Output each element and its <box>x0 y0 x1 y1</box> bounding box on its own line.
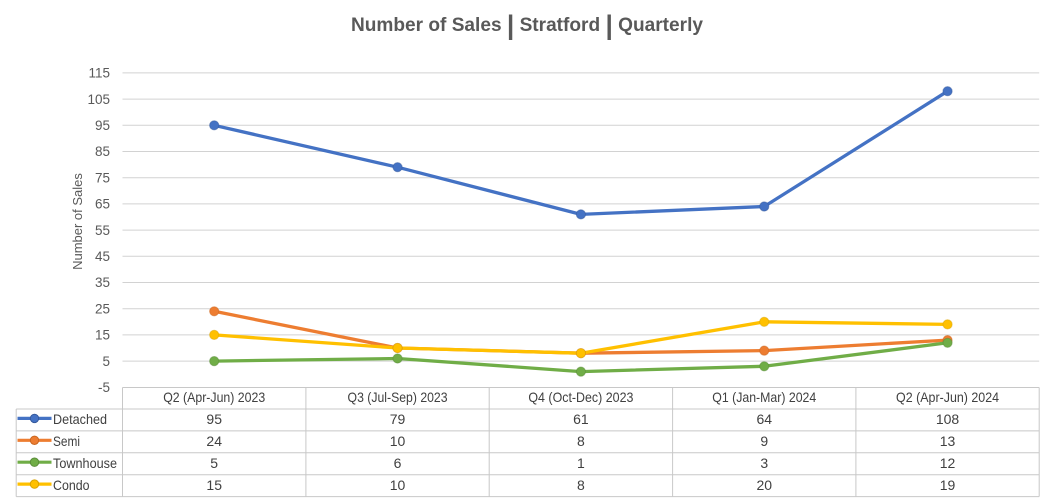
svg-text:Q3 (Jul-Sep) 2023: Q3 (Jul-Sep) 2023 <box>348 389 448 405</box>
svg-text:Number of Sales: Number of Sales <box>70 173 85 270</box>
svg-text:115: 115 <box>88 66 110 81</box>
svg-text:64: 64 <box>756 411 772 427</box>
svg-text:65: 65 <box>95 197 110 212</box>
svg-text:10: 10 <box>390 477 406 493</box>
svg-text:13: 13 <box>940 433 956 449</box>
svg-text:12: 12 <box>940 455 956 471</box>
svg-text:95: 95 <box>95 118 110 133</box>
svg-text:95: 95 <box>206 411 222 427</box>
svg-text:15: 15 <box>95 328 110 343</box>
svg-text:Townhouse: Townhouse <box>53 455 117 471</box>
svg-text:45: 45 <box>95 249 110 264</box>
svg-text:25: 25 <box>95 301 110 316</box>
svg-text:Detached: Detached <box>53 411 107 427</box>
svg-text:35: 35 <box>95 275 110 290</box>
svg-text:Q2 (Apr-Jun) 2024: Q2 (Apr-Jun) 2024 <box>896 389 999 405</box>
svg-text:3: 3 <box>760 455 768 471</box>
svg-text:6: 6 <box>394 455 402 471</box>
svg-text:8: 8 <box>577 433 585 449</box>
svg-text:1: 1 <box>577 455 585 471</box>
svg-text:61: 61 <box>573 411 589 427</box>
svg-text:20: 20 <box>756 477 772 493</box>
svg-text:Q2 (Apr-Jun) 2023: Q2 (Apr-Jun) 2023 <box>163 389 265 405</box>
svg-text:Number of Sales | Stratford |: Number of Sales | Stratford | Quarterly <box>351 10 703 40</box>
svg-text:Condo: Condo <box>53 477 90 493</box>
svg-text:8: 8 <box>577 477 585 493</box>
svg-text:Semi: Semi <box>53 433 80 449</box>
svg-text:Q4 (Oct-Dec) 2023: Q4 (Oct-Dec) 2023 <box>528 389 633 405</box>
svg-text:15: 15 <box>206 477 222 493</box>
svg-text:79: 79 <box>390 411 406 427</box>
svg-text:10: 10 <box>390 433 406 449</box>
svg-text:75: 75 <box>95 170 110 185</box>
svg-text:-5: -5 <box>98 380 110 395</box>
svg-text:55: 55 <box>95 223 110 238</box>
svg-text:85: 85 <box>95 144 110 159</box>
svg-text:9: 9 <box>760 433 768 449</box>
svg-text:19: 19 <box>940 477 956 493</box>
svg-text:5: 5 <box>102 354 110 369</box>
svg-text:Q1 (Jan-Mar) 2024: Q1 (Jan-Mar) 2024 <box>712 389 816 405</box>
svg-text:108: 108 <box>936 411 960 427</box>
svg-text:105: 105 <box>87 92 110 107</box>
svg-text:24: 24 <box>206 433 222 449</box>
svg-text:5: 5 <box>210 455 218 471</box>
